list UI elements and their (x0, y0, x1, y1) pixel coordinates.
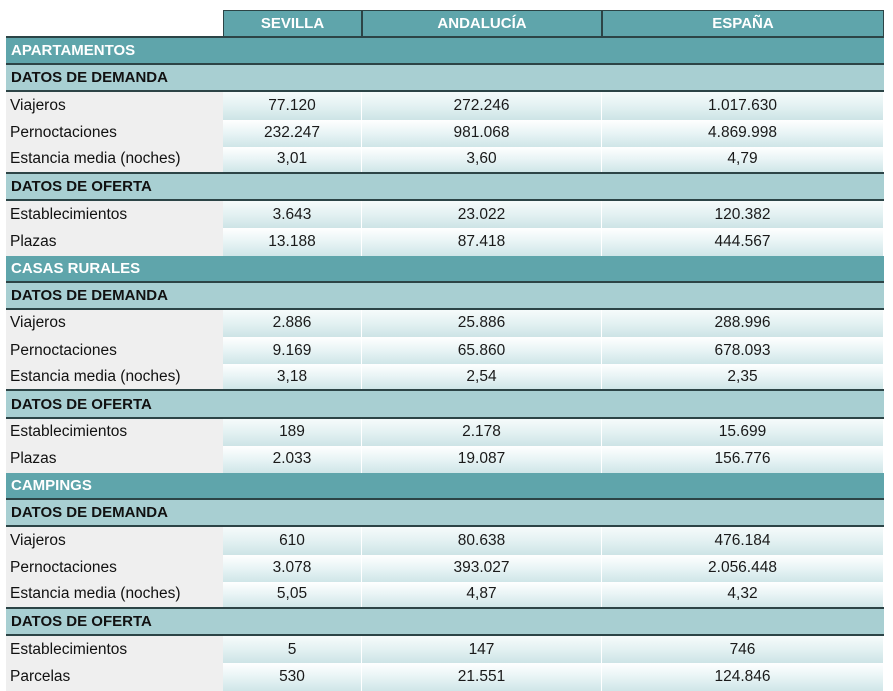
value-andalucia: 147 (362, 636, 602, 664)
header-andalucia: ANDALUCÍA (362, 10, 602, 38)
value-sevilla: 3,18 (223, 364, 362, 390)
value-sevilla: 189 (223, 418, 362, 446)
value-espana: 4,32 (602, 581, 884, 607)
table-row: Viajeros 2.886 25.886 288.996 (6, 309, 884, 338)
row-label: Estancia media (noches) (6, 146, 223, 172)
table-row: Establecimientos 3.643 23.022 120.382 (6, 201, 884, 229)
table-row: Pernoctaciones 9.169 65.860 678.093 (6, 337, 884, 365)
row-label: Plazas (6, 228, 223, 256)
value-espana: 4,79 (602, 146, 884, 172)
subsection-title: DATOS DE OFERTA (11, 613, 152, 631)
section-title: CAMPINGS (11, 477, 92, 495)
value-sevilla: 3.643 (223, 201, 362, 229)
value-sevilla: 3,01 (223, 146, 362, 172)
value-andalucia: 65.860 (362, 337, 602, 365)
value-espana: 1.017.630 (602, 92, 884, 120)
value-espana: 678.093 (602, 337, 884, 365)
value-espana: 2,35 (602, 364, 884, 390)
value-andalucia: 80.638 (362, 527, 602, 555)
table-row: Parcelas 530 21.551 124.846 (6, 663, 884, 691)
header-sevilla: SEVILLA (223, 10, 362, 38)
value-espana: 156.776 (602, 445, 884, 473)
section-title: CASAS RURALES (11, 259, 141, 277)
row-label: Plazas (6, 445, 223, 473)
section-row: CASAS RURALES (6, 255, 884, 283)
tourism-table: SEVILLA ANDALUCÍA ESPAÑA APARTAMENTOS DA… (6, 10, 884, 691)
value-sevilla: 2.886 (223, 309, 362, 338)
value-sevilla: 9.169 (223, 337, 362, 365)
header-espana: ESPAÑA (602, 10, 884, 38)
value-sevilla: 3.078 (223, 554, 362, 582)
table-row: Establecimientos 189 2.178 15.699 (6, 418, 884, 446)
subsection-row: DATOS DE OFERTA (6, 608, 884, 637)
table-row: Establecimientos 5 147 746 (6, 636, 884, 664)
subsection-row: DATOS DE OFERTA (6, 173, 884, 202)
value-andalucia: 21.551 (362, 663, 602, 691)
value-espana: 120.382 (602, 201, 884, 229)
row-label: Pernoctaciones (6, 554, 223, 582)
value-andalucia: 2.178 (362, 418, 602, 446)
row-label: Viajeros (6, 92, 223, 120)
value-andalucia: 981.068 (362, 119, 602, 147)
subsection-title: DATOS DE OFERTA (11, 395, 152, 413)
table-row: Plazas 2.033 19.087 156.776 (6, 445, 884, 473)
value-sevilla: 5 (223, 636, 362, 664)
row-label: Viajeros (6, 309, 223, 338)
value-sevilla: 610 (223, 527, 362, 555)
value-sevilla: 2.033 (223, 445, 362, 473)
table-row: Estancia media (noches) 5,05 4,87 4,32 (6, 581, 884, 609)
value-espana: 2.056.448 (602, 554, 884, 582)
subsection-row: DATOS DE DEMANDA (6, 282, 884, 310)
value-espana: 476.184 (602, 527, 884, 555)
row-label: Establecimientos (6, 201, 223, 229)
header-empty-cell (6, 10, 223, 38)
row-label: Establecimientos (6, 636, 223, 664)
value-andalucia: 19.087 (362, 445, 602, 473)
row-label: Parcelas (6, 663, 223, 691)
value-andalucia: 4,87 (362, 581, 602, 607)
value-espana: 15.699 (602, 418, 884, 446)
row-label: Establecimientos (6, 418, 223, 446)
value-espana: 124.846 (602, 663, 884, 691)
value-espana: 288.996 (602, 309, 884, 338)
row-label: Estancia media (noches) (6, 364, 223, 390)
value-andalucia: 3,60 (362, 146, 602, 172)
subsection-row: DATOS DE DEMANDA (6, 500, 884, 528)
table-row: Estancia media (noches) 3,01 3,60 4,79 (6, 146, 884, 174)
row-label: Pernoctaciones (6, 119, 223, 147)
table-row: Plazas 13.188 87.418 444.567 (6, 228, 884, 256)
value-sevilla: 13.188 (223, 228, 362, 256)
subsection-title: DATOS DE DEMANDA (11, 69, 168, 87)
row-label: Pernoctaciones (6, 337, 223, 365)
value-andalucia: 25.886 (362, 309, 602, 338)
table-row: Viajeros 610 80.638 476.184 (6, 527, 884, 555)
table-header-row: SEVILLA ANDALUCÍA ESPAÑA (6, 10, 884, 38)
table-row: Pernoctaciones 3.078 393.027 2.056.448 (6, 554, 884, 582)
subsection-title: DATOS DE DEMANDA (11, 286, 168, 304)
table-row: Pernoctaciones 232.247 981.068 4.869.998 (6, 119, 884, 147)
value-sevilla: 232.247 (223, 119, 362, 147)
value-espana: 444.567 (602, 228, 884, 256)
value-sevilla: 530 (223, 663, 362, 691)
value-sevilla: 5,05 (223, 581, 362, 607)
value-andalucia: 2,54 (362, 364, 602, 390)
value-andalucia: 393.027 (362, 554, 602, 582)
row-label: Estancia media (noches) (6, 581, 223, 607)
table-row: Viajeros 77.120 272.246 1.017.630 (6, 92, 884, 120)
value-andalucia: 87.418 (362, 228, 602, 256)
section-row: CAMPINGS (6, 473, 884, 501)
subsection-title: DATOS DE OFERTA (11, 178, 152, 196)
value-espana: 746 (602, 636, 884, 664)
subsection-title: DATOS DE DEMANDA (11, 504, 168, 522)
table-row: Estancia media (noches) 3,18 2,54 2,35 (6, 364, 884, 392)
section-title: APARTAMENTOS (11, 42, 136, 60)
row-label: Viajeros (6, 527, 223, 555)
value-espana: 4.869.998 (602, 119, 884, 147)
value-andalucia: 23.022 (362, 201, 602, 229)
value-andalucia: 272.246 (362, 92, 602, 120)
subsection-row: DATOS DE OFERTA (6, 391, 884, 419)
subsection-row: DATOS DE DEMANDA (6, 65, 884, 93)
section-row: APARTAMENTOS (6, 38, 884, 66)
value-sevilla: 77.120 (223, 92, 362, 120)
